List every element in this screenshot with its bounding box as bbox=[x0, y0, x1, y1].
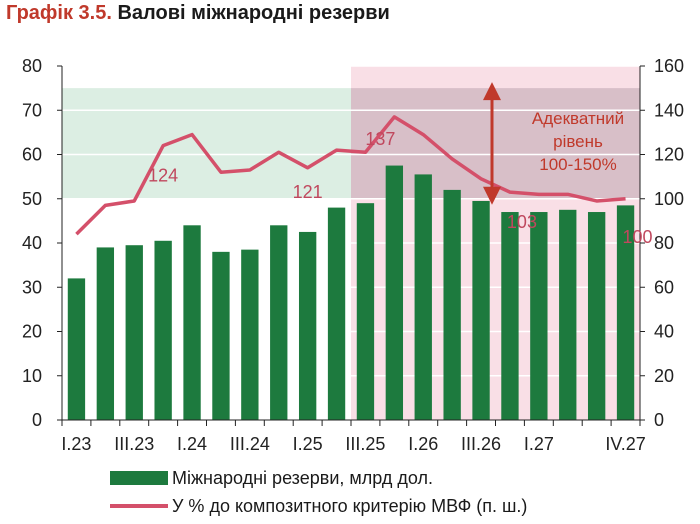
adequacy-annotation-line: 100-150% bbox=[539, 155, 617, 174]
x-tick-label: III.26 bbox=[461, 434, 501, 454]
y-tick-left: 70 bbox=[22, 100, 42, 120]
bar bbox=[443, 189, 461, 420]
y-tick-left: 60 bbox=[22, 145, 42, 165]
y-tick-right: 40 bbox=[654, 322, 674, 342]
x-tick-label: I.27 bbox=[524, 434, 554, 454]
y-tick-right: 140 bbox=[654, 100, 684, 120]
bar bbox=[327, 207, 346, 420]
bar bbox=[530, 212, 548, 420]
y-tick-right: 160 bbox=[654, 56, 684, 76]
x-tick-label: I.26 bbox=[408, 434, 438, 454]
line-point-label: 121 bbox=[293, 182, 323, 202]
x-tick-label: III.23 bbox=[114, 434, 154, 454]
x-tick-label: I.23 bbox=[61, 434, 91, 454]
y-tick-left: 40 bbox=[22, 233, 42, 253]
bar bbox=[472, 200, 490, 420]
y-tick-left: 0 bbox=[32, 410, 42, 430]
arrow-head-up bbox=[483, 82, 501, 101]
arrow-head-down bbox=[483, 186, 501, 205]
line-series bbox=[75, 115, 626, 236]
legend: Міжнародні резерви, млрд дол. У % до ком… bbox=[110, 464, 527, 520]
chart-title-main: Валові міжнародні резерви bbox=[117, 2, 390, 24]
x-tick-label: I.24 bbox=[177, 434, 207, 454]
bar bbox=[298, 231, 317, 420]
legend-line-label: У % до композитного критерію МВФ (п. ш.) bbox=[172, 495, 528, 516]
legend-item-line: У % до композитного критерію МВФ (п. ш.) bbox=[110, 492, 527, 520]
bar bbox=[501, 212, 519, 420]
x-tick-label: III.25 bbox=[345, 434, 385, 454]
bar bbox=[587, 212, 606, 420]
bar bbox=[125, 245, 143, 420]
y-tick-right: 0 bbox=[654, 410, 664, 430]
x-tick-label: IV.27 bbox=[605, 434, 645, 454]
line-point-label: 124 bbox=[148, 166, 178, 186]
adequacy-annotation-line: Адекватний bbox=[532, 109, 624, 128]
y-tick-right: 120 bbox=[654, 145, 684, 165]
y-tick-right: 60 bbox=[654, 277, 674, 297]
y-tick-left: 80 bbox=[22, 56, 42, 76]
chart-title: Графік 3.5. Валові міжнародні резерви bbox=[6, 2, 390, 25]
x-tick-label: I.25 bbox=[293, 434, 323, 454]
bar bbox=[385, 165, 404, 420]
line-point-label: 137 bbox=[365, 129, 395, 149]
y-tick-right: 100 bbox=[654, 189, 684, 209]
bar bbox=[414, 174, 432, 420]
chart-svg: 01020304050607080020406080100120140160I.… bbox=[22, 56, 684, 454]
legend-line-swatch bbox=[110, 504, 168, 508]
y-tick-left: 30 bbox=[22, 277, 42, 297]
bar bbox=[616, 205, 635, 420]
x-tick-label: III.24 bbox=[230, 434, 270, 454]
bar bbox=[270, 225, 288, 420]
bar bbox=[356, 203, 375, 420]
y-tick-left: 20 bbox=[22, 322, 42, 342]
bar bbox=[96, 247, 115, 420]
bar bbox=[559, 209, 577, 420]
y-tick-right: 80 bbox=[654, 233, 674, 253]
legend-item-bars: Міжнародні резерви, млрд дол. bbox=[110, 464, 527, 492]
line-point-label: 103 bbox=[507, 212, 537, 232]
y-tick-left: 50 bbox=[22, 189, 42, 209]
bar bbox=[212, 251, 230, 420]
chart-title-prefix: Графік 3.5. bbox=[6, 2, 112, 24]
legend-bar-swatch bbox=[110, 471, 168, 485]
adequacy-band bbox=[62, 88, 351, 199]
adequacy-annotation-line: рівень bbox=[553, 132, 603, 151]
y-tick-right: 20 bbox=[654, 366, 674, 386]
y-tick-left: 10 bbox=[22, 366, 42, 386]
bar bbox=[67, 278, 86, 420]
bar bbox=[241, 249, 259, 420]
bar bbox=[183, 225, 201, 420]
legend-bar-label: Міжнародні резерви, млрд дол. bbox=[172, 467, 433, 488]
bar bbox=[154, 240, 172, 420]
line-point-label: 100 bbox=[623, 227, 653, 247]
